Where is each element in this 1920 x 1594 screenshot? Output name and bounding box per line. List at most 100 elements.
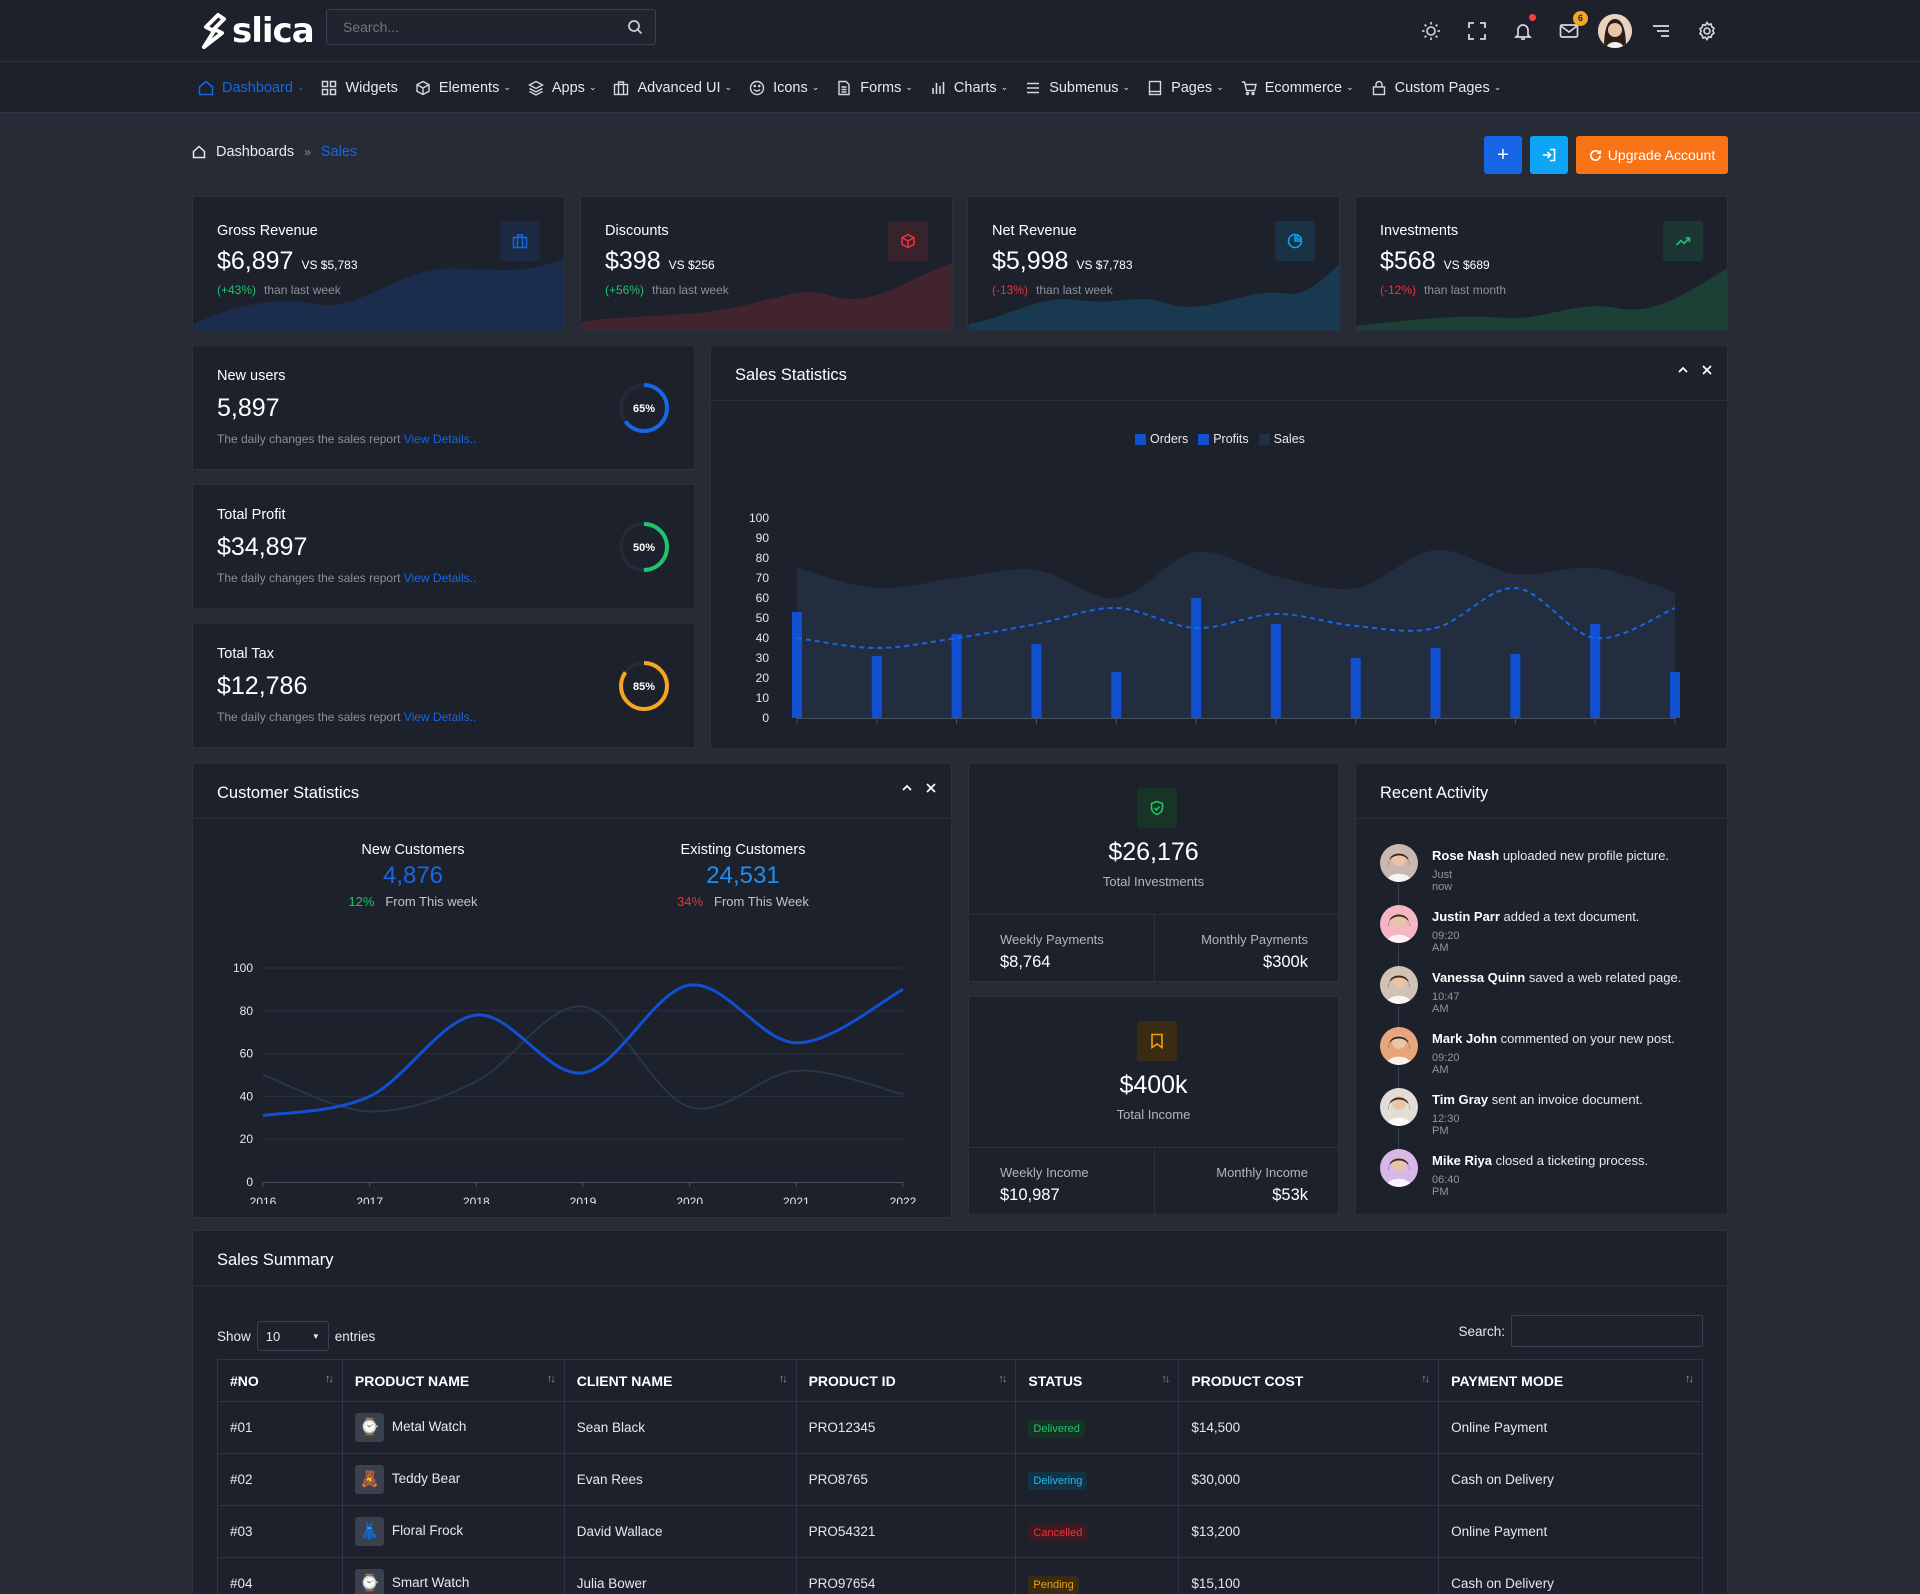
fullscreen-icon[interactable]	[1454, 10, 1500, 52]
add-button[interactable]: +	[1484, 136, 1522, 174]
stat-sparkline	[193, 258, 564, 330]
nav-label: Advanced UI	[637, 79, 721, 96]
column-header[interactable]: PRODUCT NAME ↑↓	[341, 1359, 565, 1402]
client-name: Julia Bower	[563, 1557, 797, 1594]
legend-profits[interactable]: Profits	[1198, 432, 1249, 446]
progress-ring: 65%	[619, 383, 669, 433]
grid-icon	[322, 80, 337, 95]
product-thumbnail: 🧸	[354, 1465, 384, 1494]
avatar[interactable]	[1380, 905, 1418, 943]
orders-bar[interactable]	[871, 656, 882, 718]
avatar[interactable]	[1380, 966, 1418, 1004]
table-row[interactable]: #04 ⌚ Smart Watch Julia Bower PRO97654 Pendin…	[217, 1557, 1703, 1594]
metric-card-new-users: New users 5,897 The daily changes the sale…	[192, 345, 695, 470]
sort-icon[interactable]: ↑↓	[1685, 1373, 1694, 1385]
table-row[interactable]: #01 ⌚ Metal Watch Sean Black PRO12345 Deliver…	[217, 1401, 1703, 1454]
avatar[interactable]	[1380, 1088, 1418, 1126]
collapse-icon[interactable]	[1677, 364, 1689, 376]
login-button[interactable]	[1530, 136, 1568, 174]
avatar[interactable]	[1380, 1027, 1418, 1065]
product-id: PRO12345	[795, 1401, 1017, 1454]
sidebar-toggle-icon[interactable]	[1638, 10, 1684, 52]
view-details-link[interactable]: View Details..	[403, 710, 477, 724]
search-input[interactable]	[327, 10, 607, 44]
orders-bar[interactable]	[1590, 624, 1601, 718]
orders-bar[interactable]	[1031, 644, 1042, 718]
activity-user[interactable]: Rose Nash	[1432, 848, 1500, 863]
total-investments-value: $26,176	[1108, 838, 1199, 866]
activity-user[interactable]: Mike Riya	[1432, 1153, 1492, 1168]
nav-label: Pages	[1171, 79, 1213, 96]
collapse-icon[interactable]	[901, 782, 913, 794]
orders-bar[interactable]	[1670, 672, 1680, 718]
notification-bell-icon[interactable]	[1500, 10, 1546, 52]
nav-item-advanced-ui[interactable]: Advanced UI ⌄	[613, 62, 732, 113]
nav-item-charts[interactable]: Charts ⌄	[930, 62, 1008, 113]
view-details-link[interactable]: View Details..	[403, 432, 477, 446]
avatar[interactable]	[1380, 1149, 1418, 1187]
column-header[interactable]: PAYMENT MODE ↑↓	[1438, 1359, 1703, 1402]
orders-bar[interactable]	[1111, 672, 1122, 718]
activity-user[interactable]: Vanessa Quinn	[1432, 970, 1526, 985]
nav-item-submenus[interactable]: Submenus ⌄	[1025, 62, 1130, 113]
sort-icon[interactable]: ↑↓	[546, 1373, 556, 1385]
table-search-input[interactable]	[1511, 1315, 1703, 1347]
close-icon[interactable]	[925, 782, 937, 794]
metric-value: $34,897	[217, 533, 308, 561]
search-icon[interactable]	[627, 19, 643, 35]
nav-item-custom-pages[interactable]: Custom Pages ⌄	[1371, 62, 1501, 113]
legend-orders[interactable]: Orders	[1135, 432, 1188, 446]
nav-item-elements[interactable]: Elements ⌄	[415, 62, 511, 113]
product-id: PRO8765	[795, 1453, 1017, 1506]
nav-item-icons[interactable]: Icons ⌄	[749, 62, 819, 113]
nav-item-forms[interactable]: Forms ⌄	[836, 62, 913, 113]
nav-item-pages[interactable]: Pages ⌄	[1147, 62, 1224, 113]
column-header[interactable]: PRODUCT ID ↑↓	[795, 1359, 1017, 1402]
y-tick-label: 90	[756, 531, 770, 545]
column-header[interactable]: #NO ↑↓	[217, 1359, 343, 1402]
nav-item-widgets[interactable]: Widgets	[321, 62, 398, 113]
sort-icon[interactable]: ↑↓	[1161, 1373, 1170, 1385]
nav-item-dashboard[interactable]: Dashboard ⌄	[198, 62, 304, 113]
x-tick-label: 2021	[783, 1195, 810, 1204]
upgrade-account-button[interactable]: Upgrade Account	[1576, 136, 1728, 174]
nav-label: Ecommerce	[1264, 79, 1343, 96]
nav-item-ecommerce[interactable]: Ecommerce ⌄	[1241, 62, 1354, 113]
activity-user[interactable]: Justin Parr	[1432, 909, 1500, 924]
progress-ring-label: 50%	[633, 542, 655, 554]
orders-bar[interactable]	[1510, 654, 1521, 718]
settings-gear-icon[interactable]	[1684, 10, 1730, 52]
sort-icon[interactable]: ↑↓	[324, 1373, 334, 1385]
view-details-link[interactable]: View Details..	[403, 571, 477, 585]
orders-bar[interactable]	[1191, 598, 1202, 718]
mail-icon[interactable]: 6	[1546, 10, 1592, 52]
orders-bar[interactable]	[1270, 624, 1281, 718]
breadcrumb-root[interactable]: Dashboards	[216, 144, 295, 160]
entries-select[interactable]: 10 ▼	[256, 1321, 329, 1351]
card-divider	[193, 818, 951, 819]
column-header[interactable]: PRODUCT COST ↑↓	[1178, 1359, 1440, 1402]
orders-bar[interactable]	[792, 612, 802, 718]
y-tick-label: 60	[756, 591, 770, 605]
table-row[interactable]: #02 🧸 Teddy Bear Evan Rees PRO8765 Delivering…	[217, 1453, 1703, 1506]
activity-user[interactable]: Tim Gray	[1432, 1092, 1489, 1107]
sales-summary-table: #NO ↑↓ PRODUCT NAME ↑↓ CLIENT NAME ↑↓ PRODUCT …	[217, 1359, 1703, 1594]
sort-icon[interactable]: ↑↓	[1421, 1373, 1430, 1385]
column-header[interactable]: CLIENT NAME ↑↓	[563, 1359, 797, 1402]
column-header[interactable]: STATUS ↑↓	[1015, 1359, 1180, 1402]
nav-item-apps[interactable]: Apps ⌄	[527, 62, 596, 113]
sort-icon[interactable]: ↑↓	[998, 1373, 1007, 1385]
orders-bar[interactable]	[951, 634, 962, 718]
profile-avatar[interactable]	[1592, 10, 1638, 52]
theme-toggle-icon[interactable]	[1408, 10, 1454, 52]
avatar[interactable]	[1380, 844, 1418, 882]
activity-user[interactable]: Mark John	[1432, 1031, 1498, 1046]
orders-bar[interactable]	[1350, 658, 1361, 718]
activity-time: 12:30 PM	[1432, 1113, 1460, 1137]
logo[interactable]: slica	[200, 10, 315, 52]
close-icon[interactable]	[1701, 364, 1713, 376]
legend-sales[interactable]: Sales	[1258, 432, 1305, 446]
orders-bar[interactable]	[1430, 648, 1441, 718]
table-row[interactable]: #03 👗 Floral Frock David Wallace PRO54321 Can…	[217, 1505, 1703, 1558]
sort-icon[interactable]: ↑↓	[778, 1373, 788, 1385]
